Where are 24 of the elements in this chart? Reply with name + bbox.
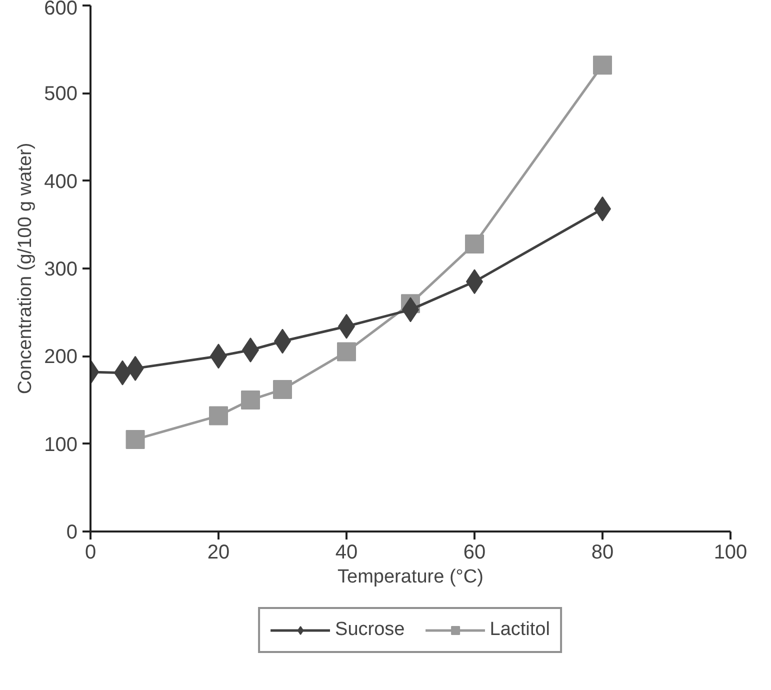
y-tick-label: 300: [44, 258, 78, 280]
x-tick-label: 40: [335, 542, 358, 564]
point: [593, 56, 612, 75]
legend-label: Sucrose: [335, 619, 405, 641]
y-tick-label: 600: [44, 0, 78, 20]
y-tick-label: 100: [44, 434, 78, 456]
x-tick-label: 0: [84, 542, 96, 564]
y-tick-label: 400: [44, 170, 78, 193]
point: [209, 406, 228, 426]
y-tick-label: 500: [44, 83, 78, 106]
y-axis-title: Concentration (g/100 g water): [15, 142, 36, 394]
point: [241, 390, 260, 410]
x-tick-label: 100: [714, 542, 748, 564]
x-tick-label: 60: [463, 542, 486, 564]
point: [337, 342, 356, 362]
x-tick-label: 80: [591, 542, 614, 564]
y-tick-label: 200: [44, 346, 78, 368]
point: [273, 380, 292, 399]
x-axis-title: Temperature (°C): [338, 566, 484, 588]
legend-label: Lactitol: [490, 619, 550, 641]
x-tick-label: 20: [207, 542, 230, 564]
y-tick-label: 0: [66, 522, 78, 544]
point: [465, 234, 484, 254]
point: [126, 430, 145, 449]
